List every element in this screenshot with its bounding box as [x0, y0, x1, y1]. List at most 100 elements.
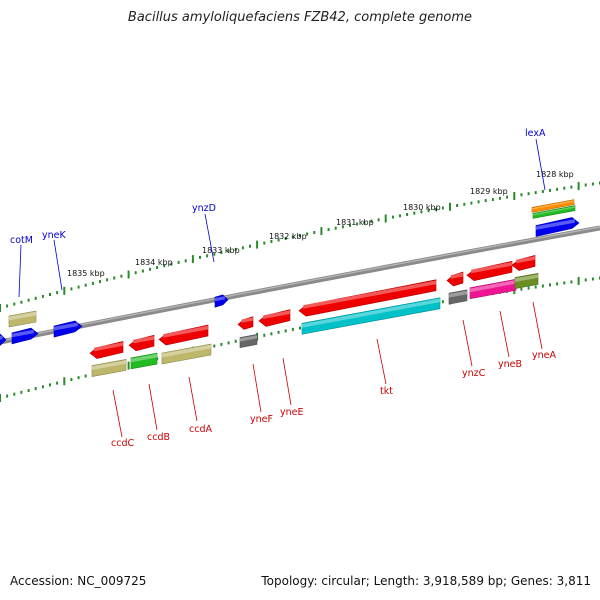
- gene-label-ynzC[interactable]: ynzC: [462, 368, 486, 379]
- minor-tick: [284, 237, 287, 240]
- minor-tick: [70, 378, 73, 381]
- gene-lexA[interactable]: [535, 217, 580, 237]
- gene-highlight: [163, 325, 208, 338]
- gene-label-lexA[interactable]: lexA: [525, 128, 546, 139]
- gene-label-yneK[interactable]: yneK: [42, 230, 66, 241]
- minor-tick: [149, 267, 151, 271]
- gene-label-yneF[interactable]: yneF: [250, 414, 273, 425]
- minor-tick: [134, 271, 137, 275]
- minor-tick: [563, 281, 566, 285]
- gene-ynzC-gray[interactable]: [448, 289, 468, 305]
- minor-tick: [334, 226, 337, 230]
- minor-tick: [391, 215, 394, 219]
- gene-label-ccdC[interactable]: ccdC: [111, 438, 134, 449]
- minor-tick: [56, 381, 59, 385]
- gene-label-yneA[interactable]: yneA: [532, 350, 556, 361]
- gene-label-ccdA[interactable]: ccdA: [189, 424, 212, 435]
- minor-tick: [520, 287, 523, 291]
- gene-highlight: [54, 322, 78, 331]
- leader-ynzC: [462, 319, 473, 367]
- gene-highlight: [263, 310, 290, 319]
- gene-ccdC-khaki[interactable]: [91, 359, 127, 377]
- minor-tick: [356, 222, 359, 226]
- gene-ccdB[interactable]: [128, 334, 155, 352]
- minor-tick: [77, 285, 80, 289]
- gene-ccdB-green[interactable]: [130, 352, 158, 370]
- genome-summary-text: Topology: circular; Length: 3,918,589 bp…: [261, 574, 591, 588]
- minor-tick: [441, 206, 444, 210]
- minor-tick: [570, 280, 573, 284]
- gene-label-ccdB[interactable]: ccdB: [147, 432, 170, 443]
- minor-tick: [270, 332, 273, 336]
- minor-tick: [113, 276, 116, 280]
- major-tick: [577, 276, 580, 285]
- gene-label-yneE[interactable]: yneE: [280, 407, 304, 418]
- gene-cotM[interactable]: [11, 327, 39, 345]
- minor-tick: [506, 195, 509, 199]
- minor-tick: [556, 187, 559, 191]
- gene-yneA[interactable]: [511, 255, 536, 271]
- minor-tick: [263, 333, 266, 337]
- gene-left-edge[interactable]: [0, 333, 7, 348]
- leader-yneE: [282, 357, 292, 406]
- gene-highlight: [516, 256, 535, 264]
- gene-labels: lexA ynzD cotM yneK ccdC ccdB ccdA yneF …: [10, 128, 556, 449]
- minor-tick: [141, 269, 144, 273]
- gene-yneA-olive[interactable]: [514, 273, 539, 289]
- gene-cotM-khaki[interactable]: [8, 310, 37, 328]
- major-tick: [0, 394, 1, 402]
- gene-lexA-green[interactable]: [532, 205, 576, 219]
- leader-lexA: [535, 138, 546, 191]
- minor-tick: [6, 394, 9, 398]
- minor-tick: [413, 211, 416, 215]
- major-tick: [384, 214, 387, 223]
- major-tick: [191, 255, 194, 264]
- gene-highlight: [532, 200, 574, 210]
- minor-tick: [227, 341, 230, 345]
- gene-highlight: [302, 298, 440, 328]
- gene-label-cotM[interactable]: cotM: [10, 235, 33, 246]
- gene-tkt-cyan[interactable]: [301, 297, 441, 335]
- minor-tick: [84, 374, 87, 378]
- gene-highlight: [9, 311, 36, 321]
- minor-tick: [456, 204, 459, 207]
- gene-ynzD[interactable]: [214, 294, 229, 308]
- major-tick: [320, 227, 323, 236]
- minor-tick: [541, 190, 544, 193]
- gene-ccdC[interactable]: [89, 341, 124, 359]
- minor-tick: [291, 235, 294, 239]
- minor-tick: [420, 210, 423, 214]
- gene-tkt[interactable]: [298, 279, 437, 317]
- gene-yneK[interactable]: [53, 320, 83, 338]
- minor-tick: [91, 281, 94, 285]
- minor-tick: [213, 344, 216, 348]
- gene-lexA-orange[interactable]: [531, 199, 575, 213]
- minor-tick: [341, 225, 344, 229]
- gene-yneF[interactable]: [237, 316, 254, 330]
- gene-yneB[interactable]: [466, 260, 513, 282]
- gene-highlight: [0, 335, 3, 340]
- leader-yneA: [532, 301, 543, 350]
- minor-tick: [584, 278, 587, 282]
- gene-label-ynzD[interactable]: ynzD: [192, 203, 216, 214]
- gene-label-yneB[interactable]: yneB: [498, 359, 522, 370]
- gene-yneB-magenta[interactable]: [469, 278, 517, 300]
- scale-label-1830: 1830 kbp: [403, 203, 441, 212]
- gene-ynzC[interactable]: [446, 271, 464, 287]
- gene-highlight: [241, 317, 253, 323]
- minor-tick: [549, 283, 551, 287]
- gene-yneF-gray[interactable]: [239, 334, 258, 348]
- minor-tick: [399, 214, 401, 218]
- gene-highlight: [162, 344, 211, 358]
- scale-label-1833: 1833 kbp: [202, 246, 240, 255]
- scale-ticks-lower: [0, 276, 600, 402]
- minor-tick: [34, 296, 37, 300]
- minor-tick: [520, 193, 523, 197]
- gene-yneE[interactable]: [258, 309, 291, 327]
- gene-label-tkt[interactable]: tkt: [380, 386, 393, 397]
- gene-ccdA[interactable]: [158, 324, 209, 346]
- minor-tick: [549, 188, 551, 192]
- gene-ccdA-khaki[interactable]: [161, 343, 212, 365]
- minor-tick: [220, 251, 223, 255]
- gene-highlight: [533, 206, 575, 216]
